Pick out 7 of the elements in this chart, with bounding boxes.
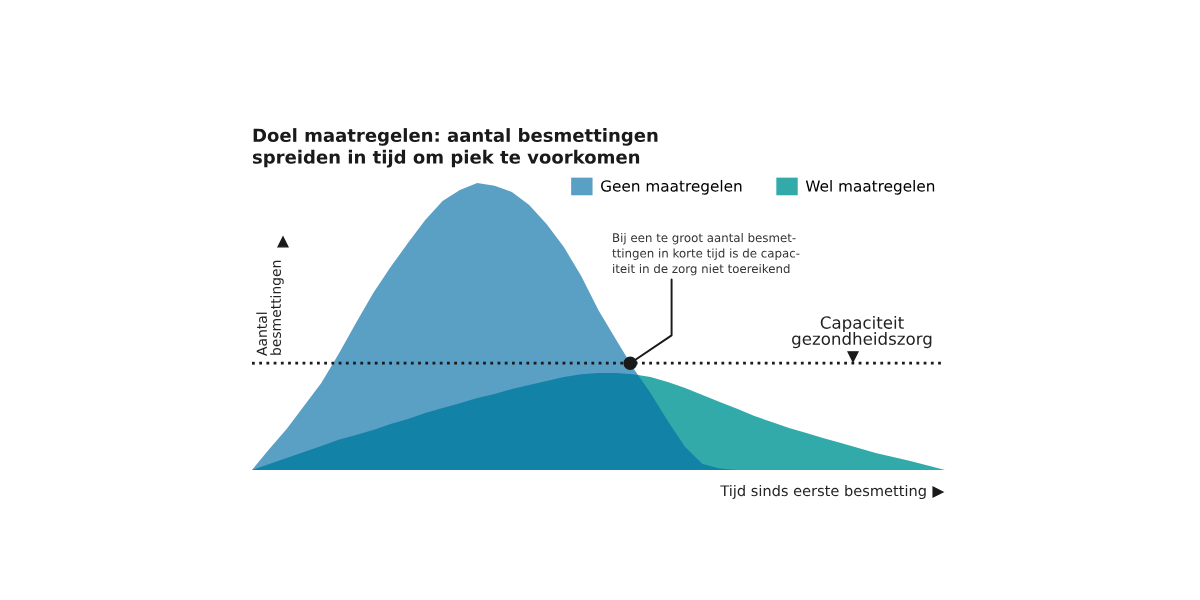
y-axis-title: Aantal besmettingen (256, 260, 284, 356)
x-axis-title: Tijd sinds eerste besmetting (720, 484, 926, 500)
legend-label: Wel maatregelen (805, 179, 935, 195)
annotation: Bij een te groot aantal besmet- ttingen in korte tijd is de capac- iteit in de zorg niet toereikend (612, 233, 800, 276)
legend-label: Geen maatregelen (601, 179, 742, 195)
chart-title: Doel maatregelen: aantal besmettingen spreiden in tijd om piek te voorkomen (252, 128, 658, 168)
ref-line-label: Capaciteit gezondheidszorg (792, 315, 932, 349)
